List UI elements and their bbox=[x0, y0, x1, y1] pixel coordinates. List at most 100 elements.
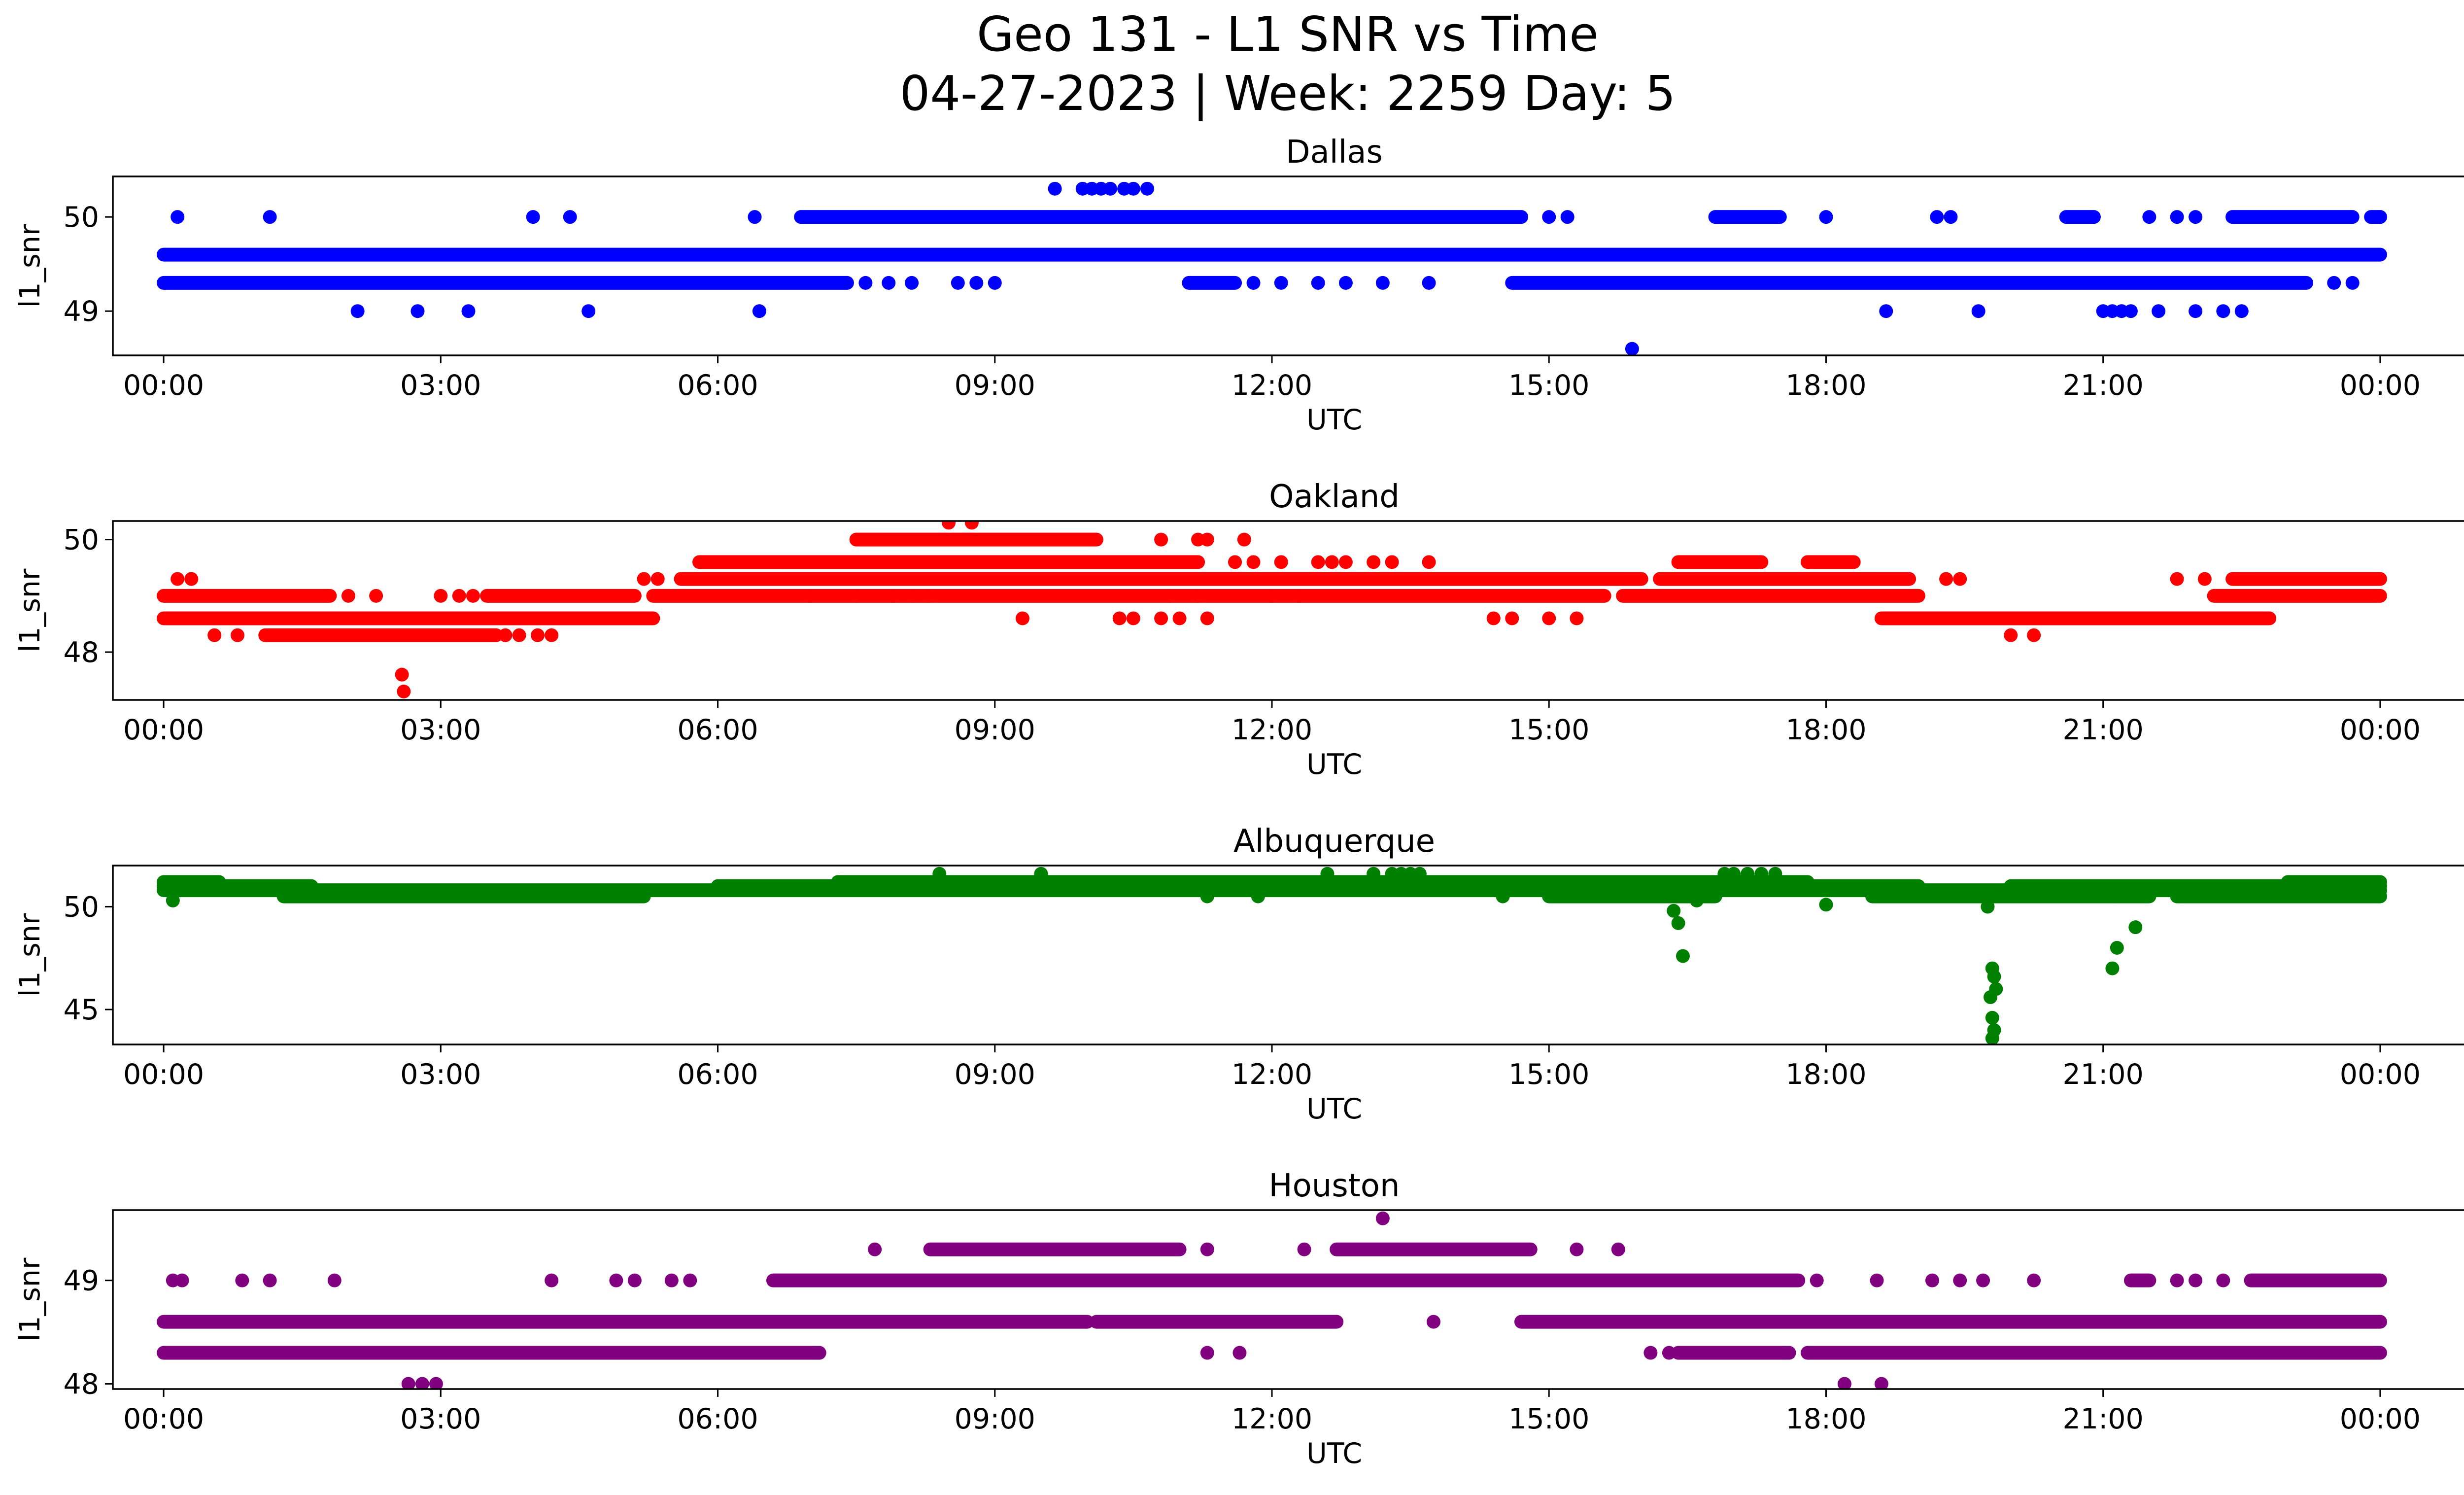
x-tick-label: 15:00 bbox=[1508, 1058, 1589, 1091]
data-point bbox=[1338, 276, 1353, 290]
y-tick-label: 49 bbox=[63, 295, 99, 328]
data-point bbox=[1412, 867, 1427, 881]
x-tick-label: 18:00 bbox=[1785, 369, 1866, 402]
data-point bbox=[1126, 611, 1140, 626]
data-point bbox=[1819, 210, 1833, 224]
data-point bbox=[1984, 990, 1998, 1005]
x-tick-label: 00:00 bbox=[123, 369, 204, 402]
x-tick-label: 06:00 bbox=[677, 369, 758, 402]
subplot-albuquerque: Albuquerque 00:00 03:00 06:00 09:00 12:00 15:0… bbox=[14, 823, 2464, 1125]
point-band bbox=[1089, 1315, 1344, 1329]
x-tick-label: 15:00 bbox=[1508, 714, 1589, 746]
data-point bbox=[231, 628, 245, 642]
data-point bbox=[609, 1273, 623, 1287]
point-band bbox=[276, 889, 651, 904]
axes-frame bbox=[112, 175, 2464, 356]
data-point bbox=[531, 628, 545, 642]
point-band bbox=[157, 1315, 1095, 1329]
data-point bbox=[2345, 276, 2360, 290]
subplot-title-oakland: Oakland bbox=[1269, 479, 1400, 515]
data-point bbox=[175, 1273, 189, 1287]
x-tick-label: 12:00 bbox=[1232, 714, 1312, 746]
data-point bbox=[2128, 920, 2143, 935]
y-tick-label: 48 bbox=[63, 1368, 99, 1401]
data-point bbox=[1542, 210, 1556, 224]
point-band bbox=[2207, 589, 2387, 603]
data-point bbox=[905, 589, 919, 603]
x-tick-label: 18:00 bbox=[1785, 714, 1866, 746]
data-point bbox=[498, 628, 513, 642]
data-point bbox=[1297, 1242, 1311, 1256]
data-point bbox=[1311, 276, 1325, 290]
data-point bbox=[171, 210, 185, 224]
data-point bbox=[627, 1273, 642, 1287]
y-tick-label: 50 bbox=[63, 201, 99, 234]
data-point bbox=[1048, 181, 1062, 196]
data-point bbox=[1126, 181, 1140, 196]
data-point bbox=[327, 1273, 342, 1287]
data-point bbox=[942, 521, 956, 530]
data-point bbox=[1172, 611, 1187, 626]
data-point bbox=[1034, 867, 1048, 881]
data-point bbox=[2142, 210, 2156, 224]
data-point bbox=[905, 276, 919, 290]
data-point bbox=[1953, 572, 1967, 586]
point-band bbox=[1800, 555, 1861, 569]
data-point bbox=[1338, 555, 1353, 569]
data-point bbox=[429, 1377, 443, 1389]
point-band bbox=[2059, 210, 2101, 224]
data-point bbox=[466, 589, 480, 603]
data-point bbox=[401, 1377, 415, 1389]
data-point bbox=[2123, 304, 2138, 318]
data-point bbox=[1112, 611, 1127, 626]
point-band bbox=[794, 210, 1529, 224]
data-point bbox=[650, 572, 665, 586]
axes-frame bbox=[112, 1209, 2464, 1390]
data-point bbox=[1741, 867, 1755, 881]
data-point bbox=[1200, 532, 1214, 547]
point-band bbox=[1182, 276, 1242, 290]
data-point bbox=[2004, 628, 2018, 642]
subplot-oakland: Oakland 00:00 03:00 06:00 09:00 12:00 15:00 18:… bbox=[14, 479, 2464, 781]
data-point bbox=[171, 572, 185, 586]
data-point bbox=[752, 304, 766, 318]
x-tick-label: 09:00 bbox=[955, 714, 1035, 746]
subplot-title-dallas: Dallas bbox=[1286, 134, 1383, 171]
point-band bbox=[1542, 889, 1722, 904]
y-axis-label: l1_snr bbox=[14, 568, 46, 652]
data-point bbox=[1385, 555, 1399, 569]
x-tick-label: 03:00 bbox=[400, 714, 481, 746]
data-point bbox=[1486, 611, 1501, 626]
x-tick-label: 00:00 bbox=[123, 1403, 204, 1435]
data-point bbox=[683, 1273, 697, 1287]
data-point bbox=[2327, 276, 2341, 290]
data-point bbox=[1265, 589, 1279, 603]
data-point bbox=[434, 589, 448, 603]
data-point bbox=[868, 1242, 882, 1256]
data-point bbox=[2170, 572, 2184, 586]
data-point bbox=[951, 276, 965, 290]
x-axis-label: UTC bbox=[1306, 1437, 1362, 1470]
data-point bbox=[411, 304, 425, 318]
point-band bbox=[2123, 1273, 2156, 1287]
data-point bbox=[1611, 1242, 1625, 1256]
data-point bbox=[1944, 210, 1958, 224]
data-point bbox=[1103, 181, 1118, 196]
data-marks-albuquerque bbox=[157, 867, 2387, 1044]
data-point bbox=[563, 210, 577, 224]
point-band bbox=[157, 589, 337, 603]
data-point bbox=[1246, 276, 1261, 290]
point-band bbox=[923, 1242, 1187, 1256]
x-tick-label: 06:00 bbox=[677, 1058, 758, 1091]
data-point bbox=[1667, 904, 1681, 918]
data-point bbox=[1228, 555, 1242, 569]
data-point bbox=[1200, 889, 1214, 904]
data-point bbox=[341, 589, 355, 603]
data-point bbox=[263, 210, 277, 224]
data-point bbox=[1232, 1346, 1247, 1360]
data-point bbox=[1311, 555, 1325, 569]
x-tick-label: 00:00 bbox=[123, 1058, 204, 1091]
data-point bbox=[1325, 555, 1339, 569]
data-point bbox=[1496, 889, 1510, 904]
data-point bbox=[1274, 555, 1288, 569]
